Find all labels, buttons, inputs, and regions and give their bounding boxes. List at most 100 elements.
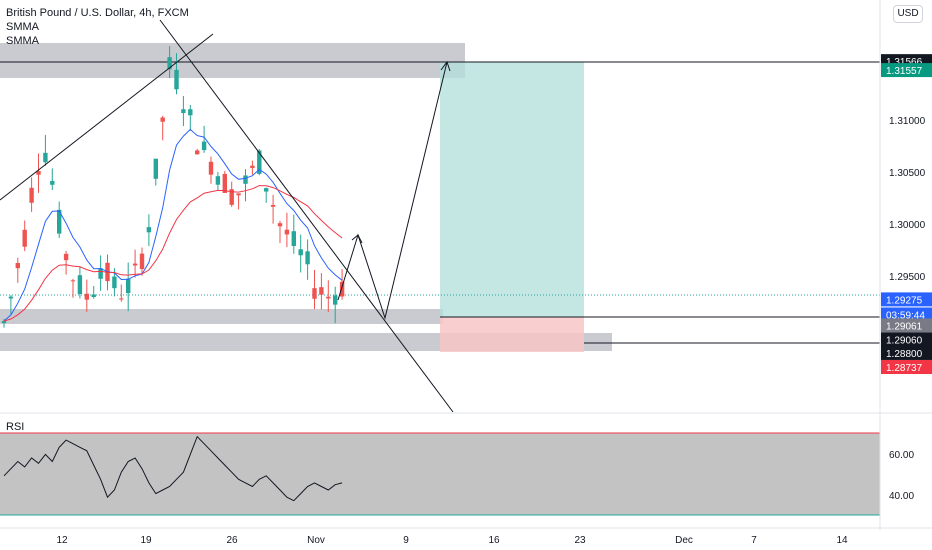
candle-body [15,262,20,269]
positions-layer [440,62,584,352]
candle-body [270,204,276,207]
candle-body [22,229,27,247]
candle-body [339,281,345,297]
rsi-band [0,433,880,515]
candle-body [8,296,14,299]
candle-body [174,69,179,90]
price-tag-bg [881,345,932,360]
candle-body [264,188,269,192]
smma-slow-line [3,185,343,322]
price-tag-bg [881,332,932,347]
price-tag-bg [881,307,932,322]
price-tag-label: 03:59:44 [886,310,925,321]
candle-body [70,280,76,282]
candle-body [195,150,200,155]
candle-body [229,189,234,205]
candle-body [215,176,221,185]
indicator-smma-1[interactable]: SMMA [6,21,39,33]
supply-zone [0,43,465,78]
candle-body [36,171,41,175]
time-tick: Dec [675,535,693,546]
candle-body [98,268,103,279]
price-tag-label: 1.28800 [886,349,923,360]
candle-body [333,295,338,305]
candle-body [50,180,55,185]
candle-body [112,276,117,289]
rsi-label[interactable]: RSI [6,421,25,433]
time-tick: 23 [574,535,586,546]
candle-body [63,253,69,261]
time-tick: 19 [140,535,152,546]
candle-body [29,187,34,203]
demand-zone-upper [0,309,443,324]
time-tick: 16 [488,535,500,546]
projected-arrow-2 [440,60,451,72]
candle-body [298,249,303,256]
price-tag-bg [881,318,932,333]
price-tick: 1.31000 [889,116,926,127]
candle-body [1,321,7,324]
candle-body [243,175,248,184]
price-tag-bg [881,360,932,374]
indicator-smma-2[interactable]: SMMA [6,35,39,47]
candle-body [208,161,214,175]
candle-body [139,253,145,270]
time-tick: 12 [56,535,68,546]
price-tag-label: 1.29060 [886,335,923,346]
candle-body [181,109,186,114]
price-tag-label: 1.29275 [886,295,923,306]
rsi-tick: 60.00 [889,450,914,461]
chart-legend: British Pound / U.S. Dollar, 4h, FXCM SM… [6,6,189,48]
rsi-pane [0,432,880,516]
candle-body [277,223,283,227]
trendline-rising [0,33,214,201]
currency-button[interactable]: USD [893,5,923,23]
price-tick: 1.30500 [889,168,926,179]
rsi-line [3,435,343,502]
price-tick: 1.29500 [889,272,926,283]
candle-body [291,231,296,247]
candle-body [250,165,255,168]
candle-body [312,288,317,299]
rsi-tick: 40.00 [889,491,914,502]
time-tick: 7 [751,535,757,546]
price-tag-label: 1.31566 [886,57,923,68]
projected-arrow-1 [351,234,363,244]
price-tag-label: 1.29061 [886,321,923,332]
time-tick: 9 [403,535,409,546]
candle-body [57,209,62,234]
candle-body [188,109,193,116]
candle-body [132,263,138,266]
hlines-layer [0,61,880,344]
candle-body [167,57,172,70]
time-tick: Nov [307,535,325,546]
price-tag-label: 1.31557 [886,66,923,77]
price-tag-label: 1.28737 [886,363,923,374]
drawings-layer [0,19,454,413]
smma-fast-line [3,128,343,322]
candle-body [201,141,207,151]
position-target-area [440,62,584,317]
price-tick: 1.30000 [889,220,926,231]
candle-body [160,117,165,122]
time-tick: 14 [836,535,848,546]
price-tag-bg [881,63,932,78]
candle-body [119,298,124,300]
trendline-falling [159,19,454,413]
candle-body [284,229,290,235]
price-tag-bg [881,292,932,307]
candle-body [305,251,310,265]
symbol-title: British Pound / U.S. Dollar, 4h, FXCM [6,7,189,19]
candle-body [319,287,324,295]
candle-body [326,296,331,299]
candles-layer [1,46,345,328]
candle-body [146,227,152,233]
projected-path [337,61,448,320]
candle-body [126,278,131,294]
candle-body [236,193,241,196]
candle-body [77,275,83,295]
position-stop-area [440,317,584,352]
candle-body [257,150,262,174]
